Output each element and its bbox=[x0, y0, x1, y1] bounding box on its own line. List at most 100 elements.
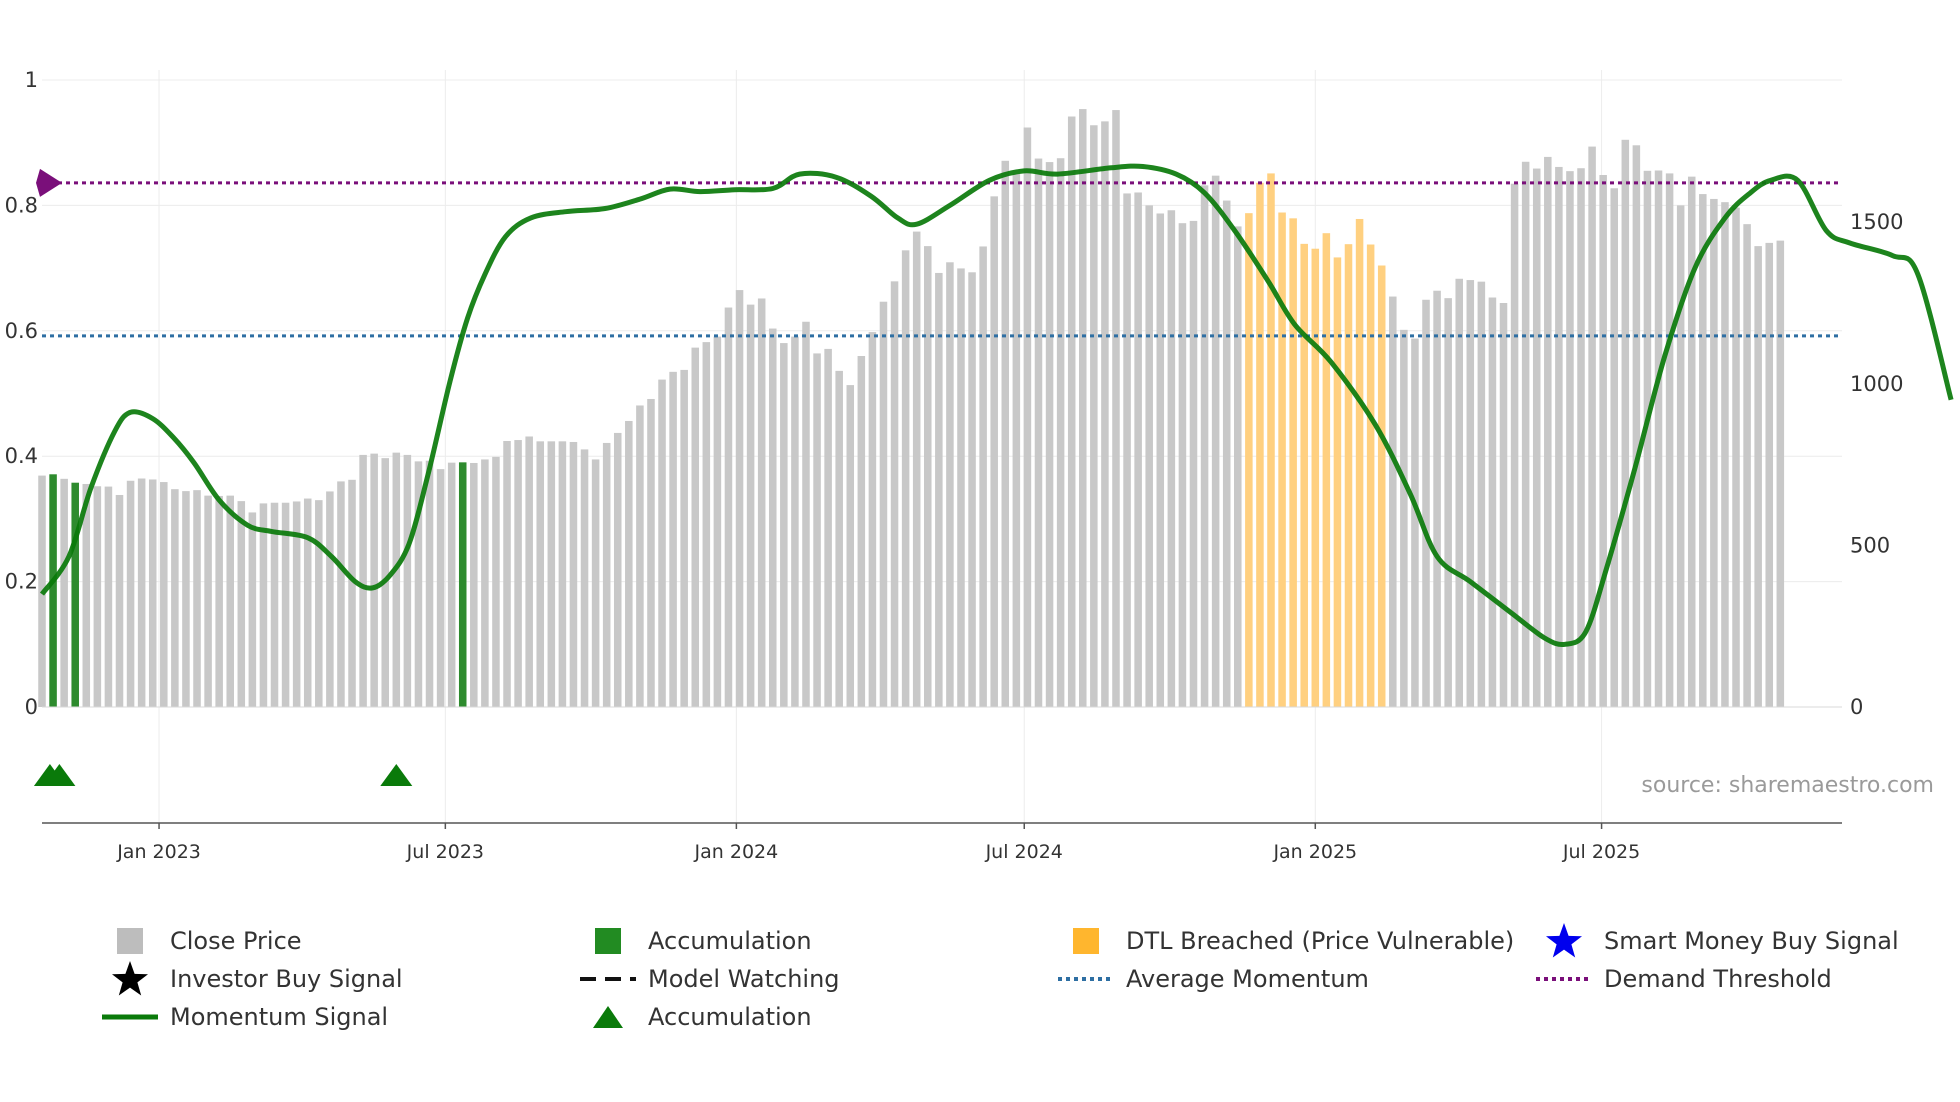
accumulation-bar bbox=[71, 482, 79, 707]
close-price-bar bbox=[503, 441, 511, 707]
close-price-bar bbox=[370, 453, 378, 707]
close-price-bar bbox=[1510, 183, 1519, 707]
close-price-bar bbox=[979, 246, 987, 707]
dtl-breached-bar bbox=[1333, 257, 1342, 707]
source-label: source: sharemaestro.com bbox=[1641, 773, 1934, 798]
close-price-bar bbox=[613, 432, 622, 707]
x-axis-tick-label: Jul 2025 bbox=[1562, 841, 1640, 863]
close-price-bar bbox=[104, 486, 113, 707]
close-price-bar bbox=[514, 440, 522, 707]
close-price-bar bbox=[1466, 280, 1475, 707]
close-price-bar bbox=[1211, 175, 1220, 708]
close-price-bar bbox=[746, 304, 755, 707]
close-price-bar bbox=[281, 502, 290, 707]
close-price-bar bbox=[1090, 125, 1098, 707]
close-price-bar bbox=[680, 369, 688, 707]
close-price-bar bbox=[1056, 158, 1065, 707]
close-price-bar bbox=[912, 231, 921, 707]
close-price-bar bbox=[226, 495, 234, 707]
close-price-bar bbox=[901, 250, 910, 707]
x-axis-tick-label: Jul 2024 bbox=[985, 841, 1063, 863]
close-price-bar bbox=[315, 500, 323, 707]
x-axis-tick-label: Jan 2024 bbox=[694, 841, 779, 863]
close-price-bar bbox=[115, 494, 124, 707]
close-price-bar bbox=[1189, 220, 1198, 707]
close-price-bar bbox=[813, 353, 821, 707]
close-price-bar bbox=[580, 449, 589, 707]
close-price-bar bbox=[1112, 110, 1120, 707]
close-price-bar bbox=[1621, 139, 1630, 708]
close-price-bar bbox=[259, 503, 268, 707]
close-price-bar bbox=[470, 462, 478, 707]
right-axis-tick-label: 1500 bbox=[1850, 210, 1903, 234]
close-price-bar bbox=[757, 298, 766, 707]
close-price-bar bbox=[935, 272, 943, 707]
close-price-bar bbox=[1123, 193, 1131, 707]
close-price-bar bbox=[1433, 290, 1441, 707]
left-axis-tick-label: 1 bbox=[25, 68, 38, 92]
close-price-bar bbox=[1555, 166, 1563, 707]
close-price-bar bbox=[1532, 168, 1541, 707]
close-price-bar bbox=[60, 478, 68, 707]
close-price-bar bbox=[702, 342, 711, 707]
close-price-bar bbox=[602, 442, 611, 707]
close-price-bar bbox=[248, 512, 257, 707]
close-price-bar bbox=[126, 480, 135, 707]
close-price-bar bbox=[1566, 171, 1574, 707]
x-axis-tick-label: Jul 2023 bbox=[406, 841, 484, 863]
close-price-bar bbox=[1234, 226, 1242, 707]
close-price-bar bbox=[890, 281, 899, 707]
x-axis-tick-label: Jan 2025 bbox=[1272, 841, 1357, 863]
close-price-bar bbox=[625, 420, 633, 707]
close-price-bar bbox=[1743, 224, 1751, 707]
close-price-bar bbox=[1134, 192, 1142, 708]
dtl-breached-bar bbox=[1355, 218, 1364, 707]
accumulation-triangle bbox=[380, 764, 413, 786]
axes bbox=[42, 706, 1842, 824]
momentum-signal-line bbox=[39, 163, 1954, 648]
close-price-bar bbox=[1499, 303, 1508, 707]
close-price-bar bbox=[292, 501, 301, 707]
close-price-bar bbox=[724, 307, 733, 707]
close-price-bar bbox=[193, 490, 201, 707]
close-price-bar bbox=[835, 370, 843, 707]
close-price-bar bbox=[403, 454, 412, 707]
accumulation-triangle bbox=[43, 764, 76, 786]
close-price-bar bbox=[1776, 240, 1785, 707]
close-price-bar bbox=[1676, 205, 1685, 707]
close-price-bar bbox=[1599, 175, 1607, 707]
close-price-bar bbox=[1034, 158, 1043, 708]
close-price-bar bbox=[1732, 207, 1740, 707]
close-price-bar bbox=[447, 462, 456, 707]
dtl-breached-bar bbox=[1267, 173, 1275, 707]
dtl-breached-bar bbox=[1366, 244, 1375, 707]
close-price-bar bbox=[137, 478, 146, 707]
dtl-breached-bar bbox=[1289, 218, 1297, 707]
close-price-bar bbox=[1710, 198, 1718, 707]
close-price-bar bbox=[337, 481, 345, 707]
close-price-bar bbox=[1200, 185, 1209, 708]
close-price-bar bbox=[1101, 121, 1109, 708]
close-price-bar bbox=[82, 483, 91, 707]
close-price-bar bbox=[946, 262, 954, 707]
right-axis-tick-label: 0 bbox=[1850, 695, 1863, 719]
close-price-bar bbox=[658, 379, 666, 707]
close-price-bar bbox=[481, 459, 489, 707]
close-price-bar bbox=[171, 489, 179, 707]
close-price-bar bbox=[1765, 242, 1774, 707]
close-price-bar bbox=[558, 441, 567, 707]
close-price-bar bbox=[791, 336, 799, 707]
close-price-bar bbox=[1411, 338, 1419, 707]
close-price-bar bbox=[691, 347, 700, 707]
close-price-bar bbox=[1521, 161, 1530, 707]
close-price-bar bbox=[1389, 296, 1397, 707]
close-price-bar bbox=[204, 495, 212, 707]
close-price-bar bbox=[1079, 109, 1087, 708]
close-price-bar bbox=[857, 356, 866, 707]
close-price-bar bbox=[924, 246, 932, 707]
close-price-bar bbox=[735, 290, 744, 707]
close-price-bar bbox=[1721, 202, 1729, 708]
left-axis-ticks: 0 0.2 0.4 0.6 0.8 1 bbox=[5, 68, 38, 719]
close-price-bar bbox=[392, 452, 401, 707]
